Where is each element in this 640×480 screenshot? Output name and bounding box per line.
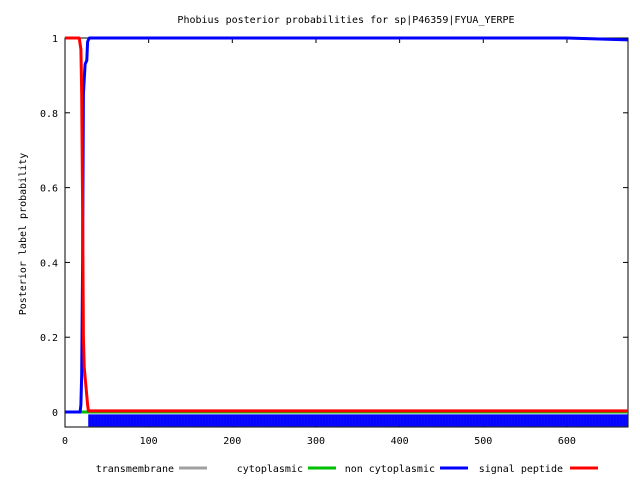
y-tick-label: 0 xyxy=(52,408,58,419)
region-track-layer xyxy=(88,414,629,427)
y-tick-label: 0.8 xyxy=(40,109,58,120)
series-line-non-cytoplasmic xyxy=(65,36,629,414)
chart-title: Phobius posterior probabilities for sp|P… xyxy=(177,15,514,26)
legend-label: signal peptide xyxy=(479,464,563,475)
series-line-signal-peptide xyxy=(65,36,628,413)
x-tick-label: 500 xyxy=(474,436,492,447)
x-tick-label: 300 xyxy=(307,436,325,447)
y-tick-label: 0.4 xyxy=(40,258,58,269)
x-tick-label: 0 xyxy=(62,436,68,447)
x-tick-label: 200 xyxy=(223,436,241,447)
series-layer xyxy=(65,36,629,414)
y-tick-label: 0.2 xyxy=(40,333,58,344)
y-tick-label: 1 xyxy=(52,34,58,45)
plot-frame xyxy=(64,37,629,428)
x-tick-label: 100 xyxy=(140,436,158,447)
x-tick-label: 400 xyxy=(391,436,409,447)
legend-label: cytoplasmic xyxy=(237,464,303,475)
axis-ticks: 0 100 200 300 400 500 600 0 0.2 0.4 0.6 0.8 1 xyxy=(40,34,628,447)
legend: transmembrane cytoplasmic non cytoplasmic s… xyxy=(96,464,598,475)
y-tick-label: 0.6 xyxy=(40,184,58,195)
legend-label: transmembrane xyxy=(96,464,174,475)
y-axis-label: Posterior label probability xyxy=(18,153,29,316)
x-tick-label: 600 xyxy=(558,436,576,447)
legend-label: non cytoplasmic xyxy=(345,464,435,475)
